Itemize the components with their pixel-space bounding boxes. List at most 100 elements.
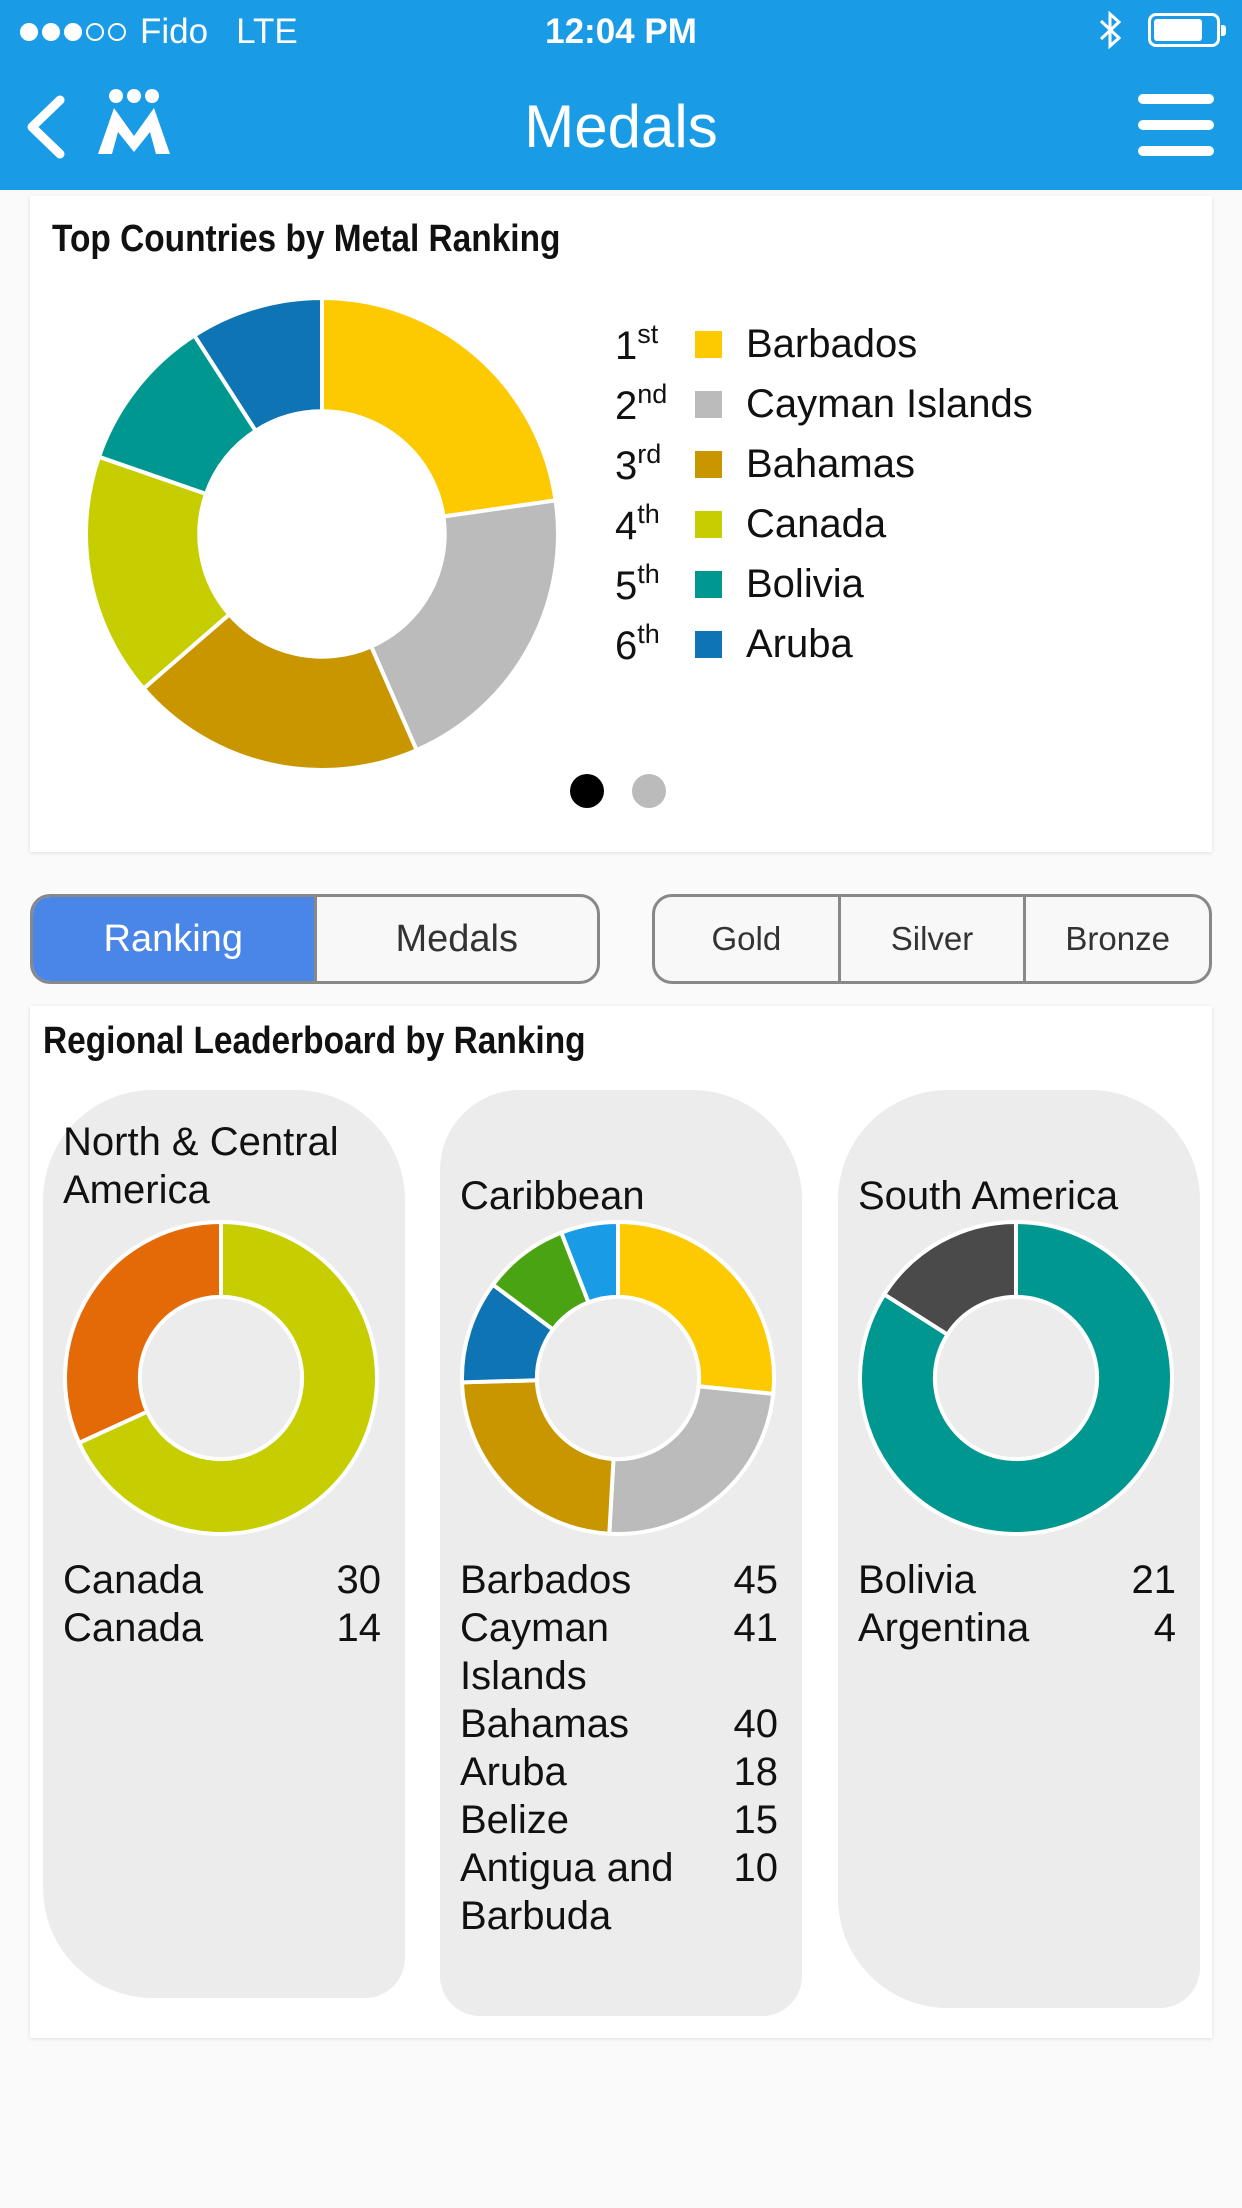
- signal-dot-icon: [64, 23, 82, 41]
- country-score: 40: [733, 1702, 779, 1746]
- donut-slice-bolivia: [858, 1219, 1174, 1536]
- silver-filter-button[interactable]: Silver: [837, 897, 1024, 981]
- leaderboard-row: Argentina 4: [858, 1604, 1176, 1652]
- country-score: 45: [733, 1558, 779, 1602]
- legend-item-canada: 4th Canada: [615, 494, 1033, 554]
- donut-slice-canada: [84, 454, 233, 692]
- legend-rank: 1st: [615, 319, 695, 369]
- legend-country-name: Canada: [746, 501, 887, 546]
- page-dot-1[interactable]: [570, 774, 604, 808]
- country-name: Canada: [63, 1606, 204, 1650]
- signal-carrier: Fido LTE: [20, 12, 298, 52]
- region-panel-caribbean[interactable]: Caribbean Barbados 45 Cayman Islands 41 Baha…: [440, 1090, 802, 2016]
- carrier-name: Fido: [140, 12, 209, 51]
- legend-item-barbados: 1st Barbados: [615, 314, 1033, 374]
- rank-suffix: rd: [637, 439, 662, 469]
- donut-slice-cayman-islands: [607, 1384, 776, 1536]
- rank-suffix: nd: [637, 379, 668, 409]
- rank-number: 5: [615, 564, 638, 608]
- country-score: 4: [1153, 1606, 1176, 1650]
- country-name: Belize: [460, 1798, 569, 1842]
- medal-filter: Gold Silver Bronze: [652, 894, 1212, 984]
- country-name: Argentina: [858, 1606, 1030, 1650]
- back-chevron-icon[interactable]: [22, 92, 72, 162]
- region-donut-chart: [63, 1219, 379, 1536]
- rank-number: 4: [615, 504, 638, 548]
- country-score: 14: [336, 1606, 382, 1650]
- status-right: [1098, 10, 1226, 50]
- donut-slice-argentina: [881, 1219, 1018, 1338]
- legend-rank: 5th: [615, 559, 695, 609]
- legend-item-bahamas: 3rd Bahamas: [615, 434, 1033, 494]
- bronze-filter-button[interactable]: Bronze: [1023, 897, 1209, 981]
- legend-item-cayman-islands: 2nd Cayman Islands: [615, 374, 1033, 434]
- country-name: Aruba: [460, 1750, 567, 1794]
- region-panel-south-america[interactable]: South America Bolivia 21 Argentina 4: [838, 1090, 1200, 2008]
- status-bar: Fido LTE 12:04 PM: [0, 0, 1242, 62]
- top-countries-card: Top Countries by Metal Ranking 1st Barbad…: [30, 196, 1212, 852]
- hamburger-menu-icon[interactable]: [1138, 94, 1214, 156]
- signal-dot-icon: [86, 23, 104, 41]
- country-name: Bahamas: [460, 1702, 629, 1746]
- country-name: Canada: [63, 1558, 204, 1602]
- leaderboard-row: Antigua and Barbuda 10: [460, 1844, 778, 1940]
- country-name: Antigua and Barbuda: [460, 1846, 674, 1938]
- legend-country-name: Bolivia: [746, 561, 864, 606]
- donut-slice-cayman-islands: [368, 498, 560, 753]
- country-score: 15: [733, 1798, 779, 1842]
- region-panel-north-central-america[interactable]: North & Central America Canada 30 Canada 14: [43, 1090, 405, 1998]
- donut-slice-bahamas: [460, 1378, 616, 1536]
- country-name: Barbados: [460, 1558, 632, 1602]
- region-donut-chart: [858, 1219, 1174, 1536]
- ranking-legend: 1st Barbados 2nd Cayman Islands 3rd Bahamas 4t…: [615, 314, 1033, 674]
- page-dot-2[interactable]: [632, 774, 666, 808]
- donut-slice-antigua-and-barbuda: [558, 1219, 620, 1306]
- region-name: South America: [858, 1174, 1119, 1218]
- leaderboard-row: Canada 30: [63, 1556, 381, 1604]
- legend-swatch: [695, 450, 722, 478]
- app-header: Fido LTE 12:04 PM Medals: [0, 0, 1242, 190]
- legend-country-name: Cayman Islands: [746, 381, 1033, 426]
- donut-slice-canada: [63, 1219, 223, 1446]
- page-title: Medals: [524, 93, 718, 160]
- signal-dot-icon: [20, 23, 38, 41]
- leaderboard-row: Barbados 45: [460, 1556, 778, 1604]
- card-title: Top Countries by Metal Ranking: [52, 218, 561, 260]
- legend-country-name: Barbados: [746, 321, 918, 366]
- donut-slice-bahamas: [140, 611, 420, 772]
- legend-rank: 3rd: [615, 439, 695, 489]
- legend-swatch: [695, 330, 722, 358]
- page-indicator[interactable]: [570, 774, 694, 808]
- legend-rank: 6th: [615, 619, 695, 669]
- status-time: 12:04 PM: [545, 12, 697, 51]
- region-entries: Bolivia 21 Argentina 4: [858, 1556, 1176, 1652]
- rank-number: 2: [615, 384, 638, 428]
- gold-filter-button[interactable]: Gold: [711, 920, 782, 957]
- signal-dot-icon: [108, 23, 126, 41]
- country-score: 41: [733, 1606, 779, 1650]
- top-countries-donut-chart: [84, 295, 560, 772]
- country-score: 21: [1131, 1558, 1177, 1602]
- region-name: North & Central America: [63, 1120, 339, 1212]
- donut-slice-barbados: [616, 1219, 776, 1397]
- donut-slice-canada: [76, 1219, 379, 1536]
- regional-leaderboard-card: Regional Leaderboard by Ranking North & …: [30, 1006, 1212, 2038]
- leaderboard-row: Bahamas 40: [460, 1700, 778, 1748]
- legend-item-bolivia: 5th Bolivia: [615, 554, 1033, 614]
- rank-suffix: th: [637, 559, 660, 589]
- legend-country-name: Aruba: [746, 621, 853, 666]
- battery-icon: [1148, 13, 1226, 47]
- signal-dot-icon: [42, 23, 60, 41]
- country-score: 30: [336, 1558, 382, 1602]
- rank-number: 1: [615, 324, 638, 368]
- legend-swatch: [695, 570, 722, 598]
- ranking-tab[interactable]: Ranking: [33, 897, 314, 981]
- legend-swatch: [695, 630, 722, 658]
- country-score: 10: [733, 1846, 779, 1890]
- legend-rank: 4th: [615, 499, 695, 549]
- medals-tab[interactable]: Medals: [313, 897, 598, 981]
- legend-swatch: [695, 510, 722, 538]
- country-name: Cayman Islands: [460, 1606, 609, 1698]
- app-logo-icon: [98, 89, 170, 154]
- region-name: Caribbean: [460, 1174, 645, 1218]
